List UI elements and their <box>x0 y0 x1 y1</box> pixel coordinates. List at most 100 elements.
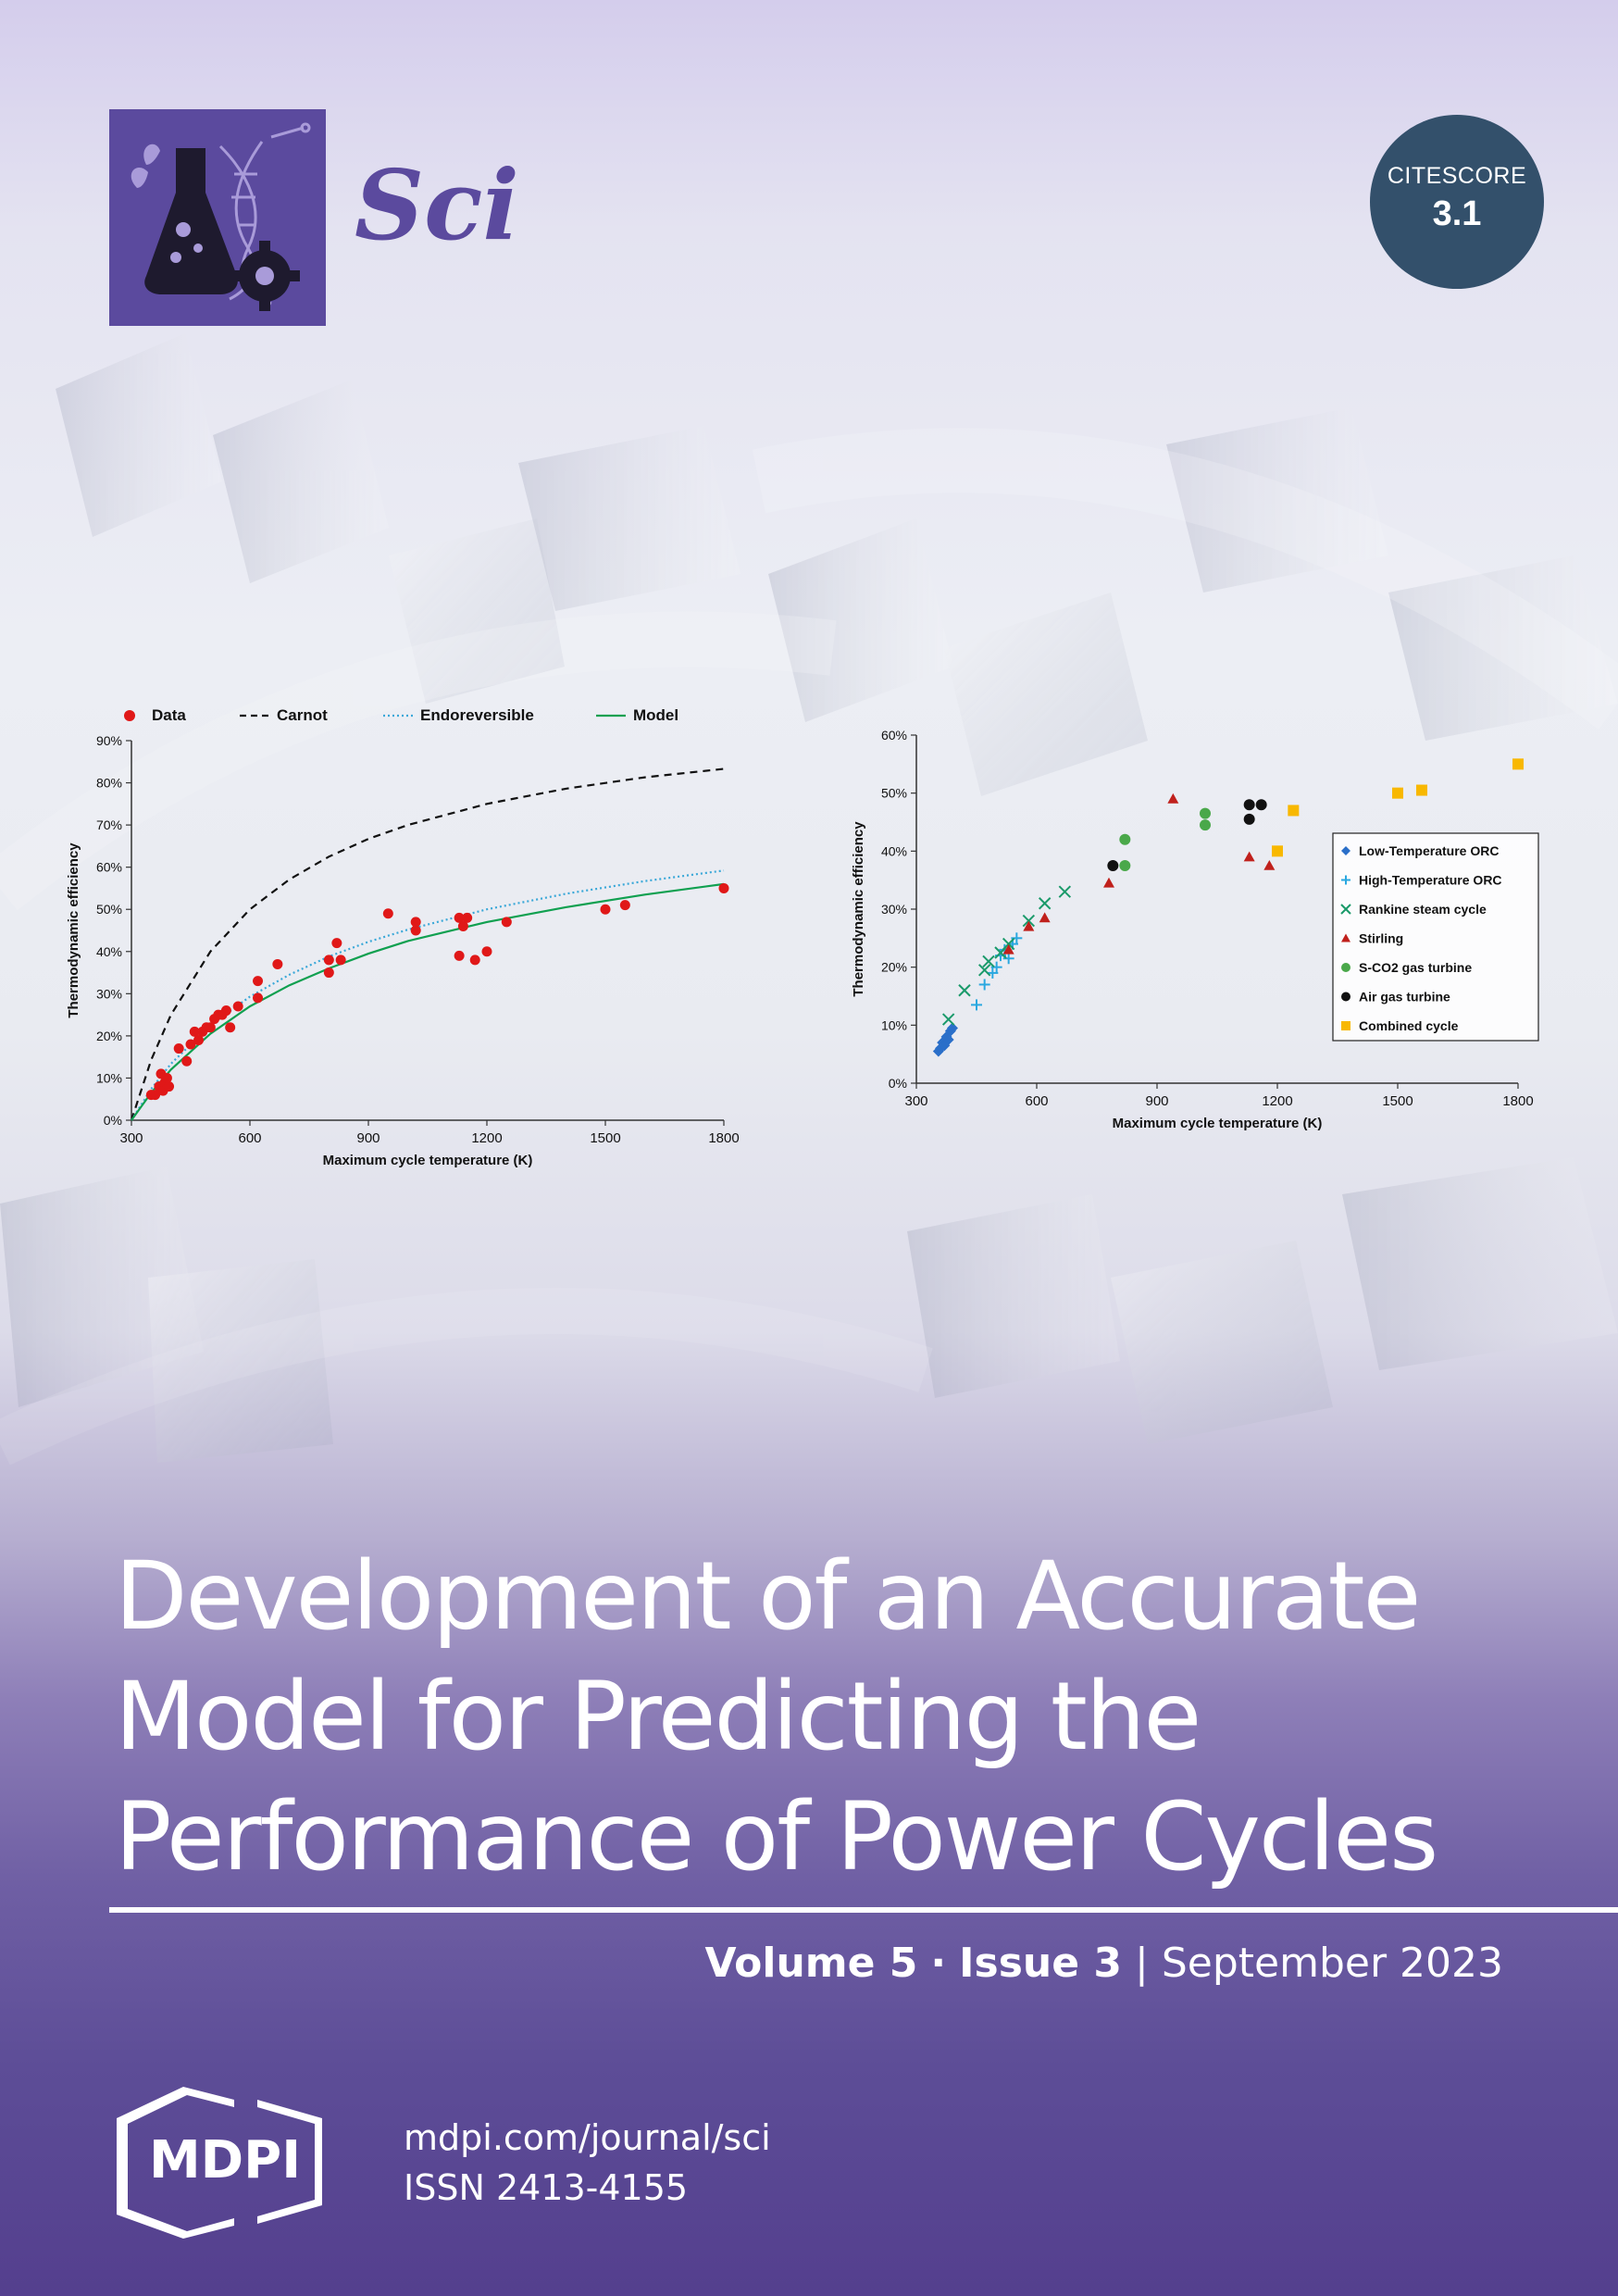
legend-box <box>1332 832 1539 1042</box>
x-tick-label: 300 <box>119 1130 143 1146</box>
data-point <box>982 955 995 968</box>
chart-efficiency-models-svg: 300 600 900 1200 1500 1800 0% 10% 20% 30% 40% 50% 60… <box>66 706 740 1168</box>
x-tick-label: 1200 <box>471 1130 502 1146</box>
data-point <box>958 984 971 997</box>
data-point <box>189 1026 200 1037</box>
journal-url[interactable]: mdpi.com/journal/sci <box>404 2117 771 2158</box>
data-point-stroke <box>1058 885 1072 898</box>
data-point <box>181 1055 193 1067</box>
data-point <box>947 1022 958 1034</box>
journal-logo <box>109 109 326 326</box>
data-point-stroke <box>941 1013 955 1026</box>
data-point <box>253 976 264 987</box>
mdpi-hexagon-icon: MDPI <box>117 2087 322 2239</box>
data-point <box>1512 758 1524 770</box>
data-point <box>600 904 611 915</box>
y-axis-label: Thermodynamic efficiency <box>851 821 866 997</box>
legend-label: Low-Temperature ORC <box>1359 843 1499 858</box>
flask-dna-gear-icon <box>131 122 311 311</box>
issue-info: Volume 5 · Issue 3 | September 2023 <box>705 1940 1503 1987</box>
title-line: Development of an Accurate <box>115 1541 1421 1652</box>
data-point-stroke <box>982 955 995 968</box>
data-point <box>1341 846 1350 855</box>
data-point <box>1243 813 1255 825</box>
series-line <box>130 767 725 1121</box>
x-tick-label: 1500 <box>590 1130 620 1146</box>
article-title: Development of an Accurate Model for Pre… <box>115 1537 1559 1898</box>
legend-label: Stirling <box>1359 931 1403 946</box>
data-point <box>1255 799 1267 811</box>
x-tick-label: 1500 <box>1382 1093 1413 1109</box>
y-tick-label: 40% <box>96 944 122 959</box>
data-point <box>253 992 264 1004</box>
data-point <box>942 1034 954 1045</box>
data-point <box>469 955 480 966</box>
data-point <box>1341 992 1350 1002</box>
data-point <box>193 1034 205 1045</box>
data-point <box>1341 875 1350 885</box>
data-point <box>331 938 342 949</box>
title-divider <box>109 1907 1618 1913</box>
publisher-logo: MDPI <box>109 2085 341 2242</box>
legend-marker <box>124 710 135 721</box>
data-point <box>1107 860 1119 871</box>
y-tick-label: 30% <box>881 902 907 917</box>
data-point <box>220 1005 231 1017</box>
data-point <box>323 955 334 966</box>
y-axis-label: Thermodynamic efficiency <box>66 842 81 1018</box>
title-line: Performance of Power Cycles <box>115 1782 1438 1892</box>
data-point <box>205 1022 216 1033</box>
chart-efficiency-cycles-svg: 300 600 900 1200 1500 1800 0% 10% 20% 30% 40% 50% 60… <box>851 728 1539 1131</box>
data-point <box>1119 860 1131 871</box>
data-point <box>1340 904 1351 915</box>
data-point <box>1002 953 1014 965</box>
data-point <box>462 912 473 923</box>
citescore-value: 3.1 <box>1432 194 1482 233</box>
x-tick-label: 300 <box>904 1093 927 1109</box>
data-point <box>1272 845 1283 857</box>
data-point <box>1119 833 1131 845</box>
data-point <box>173 1043 184 1054</box>
y-tick-label: 60% <box>96 860 122 875</box>
volume-label: Volume 5 <box>704 1940 918 1987</box>
legend-label: Rankine steam cycle <box>1359 902 1487 917</box>
data-point <box>718 882 729 893</box>
data-point <box>1288 805 1300 817</box>
citescore-badge: CITESCORE 3.1 <box>1370 115 1544 289</box>
y-tick-label: 20% <box>96 1029 122 1043</box>
x-tick-label: 900 <box>356 1130 380 1146</box>
data-point <box>457 920 468 931</box>
data-point <box>410 925 421 936</box>
data-point <box>272 958 283 969</box>
y-tick-label: 0% <box>889 1076 907 1091</box>
title-line: Model for Predicting the <box>115 1662 1201 1772</box>
x-axis-label: Maximum cycle temperature (K) <box>323 1153 533 1168</box>
y-tick-label: 0% <box>104 1113 122 1128</box>
x-axis-label: Maximum cycle temperature (K) <box>1113 1116 1323 1131</box>
x-tick-label: 600 <box>1025 1093 1048 1109</box>
data-point <box>1103 877 1114 888</box>
legend-label: Carnot <box>277 706 328 724</box>
x-tick-label: 600 <box>238 1130 261 1146</box>
data-point <box>323 967 334 979</box>
data-point <box>1392 787 1403 799</box>
data-point-stroke <box>1340 904 1351 915</box>
data-point <box>977 964 991 977</box>
issue-pipe: | <box>1135 1940 1149 1987</box>
data-point-stroke <box>1022 914 1036 928</box>
data-point-stroke <box>1038 897 1052 910</box>
y-tick-label: 60% <box>881 728 907 742</box>
y-tick-label: 20% <box>881 960 907 975</box>
x-tick-label: 1200 <box>1262 1093 1292 1109</box>
y-tick-label: 80% <box>96 776 122 791</box>
data-point <box>978 979 990 991</box>
x-tick-label: 900 <box>1145 1093 1168 1109</box>
data-point <box>939 1040 951 1052</box>
data-point <box>1243 851 1255 862</box>
data-point <box>987 967 999 979</box>
chart-efficiency-cycles: 300 600 900 1200 1500 1800 0% 10% 20% 30% 40% 50% 60… <box>833 711 1555 1155</box>
journal-name: Sci <box>355 148 519 262</box>
data-point <box>1011 932 1023 944</box>
data-point <box>382 908 393 919</box>
